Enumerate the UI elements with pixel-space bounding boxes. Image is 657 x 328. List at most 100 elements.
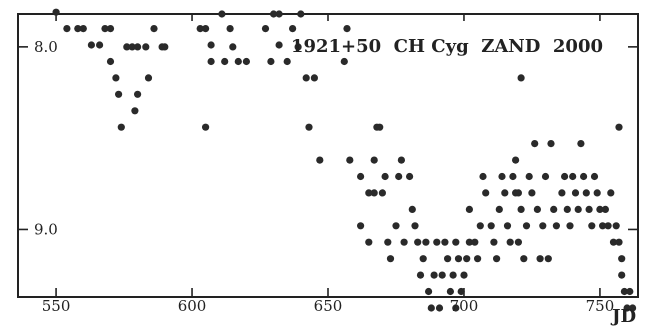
data-point: [207, 41, 215, 49]
x-axis-label: JD: [610, 306, 636, 327]
data-point: [609, 238, 618, 246]
data-point: [74, 25, 82, 33]
y-tick-label: 8.0: [34, 38, 58, 56]
data-point: [302, 74, 310, 82]
data-point: [550, 205, 558, 213]
data-point: [378, 189, 386, 197]
data-point: [430, 271, 438, 279]
data-point: [400, 238, 408, 246]
data-point: [365, 189, 373, 197]
data-point: [558, 189, 566, 197]
data-point: [87, 41, 95, 49]
data-point: [142, 43, 150, 51]
axis-ticks: [18, 14, 638, 297]
data-point: [511, 156, 520, 164]
data-point: [457, 287, 465, 296]
data-point: [569, 172, 577, 181]
data-point: [517, 205, 525, 213]
data-point: [346, 156, 354, 164]
data-point: [585, 205, 593, 213]
data-point: [123, 43, 131, 51]
data-point: [498, 172, 506, 181]
data-point: [297, 10, 305, 18]
data-point: [474, 255, 482, 263]
data-point: [588, 222, 596, 230]
data-point: [275, 10, 283, 18]
data-point: [514, 189, 523, 197]
data-point: [574, 205, 582, 213]
data-point: [406, 172, 414, 181]
x-tick-label: 550: [42, 297, 71, 315]
data-point: [305, 123, 313, 131]
data-point: [52, 8, 60, 16]
data-point: [528, 189, 536, 197]
data-point: [487, 222, 495, 230]
data-point: [552, 222, 561, 230]
data-point: [452, 238, 460, 246]
data-point: [441, 238, 449, 246]
data-point: [128, 43, 136, 51]
data-point: [435, 304, 444, 312]
data-point: [509, 172, 517, 181]
data-point: [202, 25, 210, 33]
data-point: [419, 255, 427, 263]
x-tick-label: 750: [586, 297, 615, 315]
data-point: [117, 123, 125, 131]
data-point: [493, 255, 501, 263]
data-point: [384, 238, 392, 246]
data-point: [541, 172, 550, 181]
data-point: [536, 255, 544, 263]
data-point: [479, 172, 487, 181]
data-point: [563, 205, 571, 213]
data-point: [422, 238, 430, 246]
data-point: [79, 25, 87, 33]
data-point: [601, 205, 610, 213]
data-point: [454, 255, 463, 263]
data-point: [294, 43, 302, 51]
data-point: [533, 205, 542, 213]
data-point: [476, 222, 484, 230]
data-point: [517, 74, 525, 82]
data-point: [357, 172, 365, 181]
data-point: [460, 271, 468, 279]
data-point: [144, 74, 153, 82]
data-point: [416, 271, 425, 279]
data-points: [52, 8, 637, 312]
data-point: [514, 238, 523, 246]
data-point: [596, 205, 604, 213]
chart-title: 1921+50 CH Cyg ZAND 2000: [291, 36, 603, 57]
data-point: [386, 255, 395, 263]
data-point: [395, 172, 403, 181]
data-point: [365, 238, 373, 246]
data-point: [465, 205, 473, 213]
data-point: [604, 222, 612, 230]
data-point: [626, 287, 634, 296]
data-point: [495, 205, 503, 213]
data-point: [503, 222, 512, 230]
data-point: [234, 57, 242, 66]
data-point: [226, 25, 234, 33]
data-point: [283, 57, 291, 66]
data-point: [615, 123, 623, 131]
data-point: [316, 156, 324, 164]
data-point: [392, 222, 400, 230]
data-point: [452, 304, 460, 312]
data-point: [471, 238, 479, 246]
data-point: [270, 10, 278, 18]
data-point: [618, 271, 626, 279]
data-point: [106, 25, 115, 33]
data-point: [289, 25, 297, 33]
data-point: [531, 140, 539, 148]
data-point: [571, 189, 580, 197]
data-point: [444, 255, 452, 263]
data-point: [623, 304, 631, 312]
data-point: [520, 255, 528, 263]
data-point: [544, 255, 552, 263]
data-point: [580, 172, 588, 181]
data-point: [506, 238, 514, 246]
data-point: [539, 222, 547, 230]
data-point: [629, 304, 637, 312]
data-point: [115, 90, 123, 98]
data-point: [112, 74, 120, 82]
x-tick-label: 700: [450, 297, 479, 315]
